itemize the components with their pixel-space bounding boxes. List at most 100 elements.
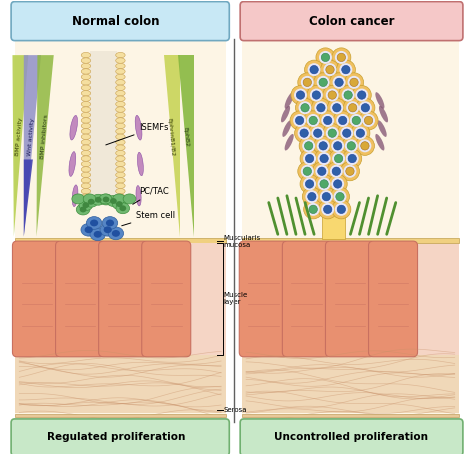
Ellipse shape: [81, 91, 91, 96]
Ellipse shape: [81, 118, 91, 123]
Circle shape: [359, 111, 378, 130]
Circle shape: [314, 129, 322, 137]
FancyBboxPatch shape: [240, 2, 463, 40]
Ellipse shape: [116, 80, 125, 85]
Ellipse shape: [116, 118, 125, 123]
Ellipse shape: [116, 172, 125, 177]
Ellipse shape: [281, 106, 290, 122]
Circle shape: [327, 98, 346, 117]
Ellipse shape: [283, 120, 292, 137]
Circle shape: [332, 152, 345, 165]
Circle shape: [317, 104, 325, 112]
Circle shape: [332, 167, 340, 176]
Circle shape: [329, 73, 348, 92]
FancyBboxPatch shape: [15, 238, 226, 243]
Circle shape: [346, 101, 359, 114]
Ellipse shape: [81, 156, 91, 161]
Ellipse shape: [116, 183, 125, 188]
Circle shape: [344, 91, 352, 99]
Ellipse shape: [284, 92, 294, 109]
Circle shape: [356, 136, 374, 155]
Circle shape: [347, 142, 356, 150]
Circle shape: [356, 89, 368, 101]
FancyBboxPatch shape: [242, 238, 459, 243]
Circle shape: [337, 53, 346, 61]
Ellipse shape: [80, 207, 86, 212]
Ellipse shape: [81, 223, 96, 236]
Text: Wnt activity: Wnt activity: [27, 118, 36, 156]
Text: Serosa: Serosa: [224, 407, 247, 413]
Ellipse shape: [119, 205, 126, 211]
Circle shape: [319, 78, 328, 86]
Ellipse shape: [81, 129, 91, 134]
Ellipse shape: [116, 91, 125, 96]
Circle shape: [317, 76, 329, 89]
FancyBboxPatch shape: [15, 37, 226, 418]
FancyBboxPatch shape: [242, 414, 459, 417]
Circle shape: [318, 167, 326, 176]
Ellipse shape: [116, 129, 125, 134]
Circle shape: [346, 167, 354, 176]
Circle shape: [303, 177, 316, 191]
Circle shape: [295, 116, 304, 125]
Ellipse shape: [116, 96, 125, 101]
Circle shape: [334, 142, 342, 150]
FancyBboxPatch shape: [11, 419, 229, 455]
Circle shape: [359, 101, 372, 114]
FancyBboxPatch shape: [369, 241, 418, 357]
Circle shape: [305, 180, 314, 188]
Circle shape: [319, 142, 328, 150]
FancyBboxPatch shape: [11, 2, 229, 40]
Ellipse shape: [79, 200, 93, 211]
Ellipse shape: [113, 194, 126, 204]
Circle shape: [333, 104, 341, 112]
Circle shape: [305, 190, 319, 203]
Circle shape: [335, 154, 343, 163]
Circle shape: [340, 126, 353, 140]
Ellipse shape: [81, 69, 91, 74]
Ellipse shape: [100, 223, 116, 236]
Circle shape: [303, 167, 311, 176]
Circle shape: [298, 126, 310, 140]
Text: Stem cell: Stem cell: [122, 211, 175, 226]
FancyBboxPatch shape: [142, 241, 191, 357]
Ellipse shape: [116, 63, 125, 69]
Circle shape: [300, 149, 319, 168]
Circle shape: [356, 129, 365, 137]
Circle shape: [301, 76, 314, 89]
Circle shape: [342, 89, 355, 101]
FancyBboxPatch shape: [15, 414, 226, 417]
FancyBboxPatch shape: [283, 241, 331, 357]
Circle shape: [320, 180, 328, 188]
Ellipse shape: [116, 161, 125, 167]
Circle shape: [312, 91, 320, 99]
Ellipse shape: [91, 194, 105, 205]
Circle shape: [322, 192, 330, 201]
Circle shape: [304, 111, 323, 130]
Ellipse shape: [116, 151, 125, 156]
FancyBboxPatch shape: [55, 241, 105, 357]
Circle shape: [304, 142, 313, 150]
Circle shape: [317, 139, 329, 152]
Circle shape: [323, 86, 342, 105]
Circle shape: [316, 48, 335, 67]
Circle shape: [326, 66, 334, 74]
Text: BMP activity: BMP activity: [15, 117, 23, 156]
Ellipse shape: [104, 227, 112, 233]
Circle shape: [294, 89, 307, 101]
Ellipse shape: [319, 193, 347, 212]
Circle shape: [337, 60, 356, 79]
Ellipse shape: [116, 85, 125, 91]
Ellipse shape: [90, 220, 98, 227]
Ellipse shape: [81, 101, 91, 107]
Polygon shape: [164, 55, 180, 237]
Circle shape: [324, 116, 332, 125]
Circle shape: [318, 200, 337, 219]
Circle shape: [301, 165, 314, 178]
Circle shape: [315, 165, 328, 178]
Text: EphrinB1/B2: EphrinB1/B2: [166, 117, 175, 157]
Text: Colon cancer: Colon cancer: [309, 15, 394, 28]
Circle shape: [351, 124, 370, 143]
Ellipse shape: [116, 134, 125, 140]
Circle shape: [340, 162, 359, 181]
